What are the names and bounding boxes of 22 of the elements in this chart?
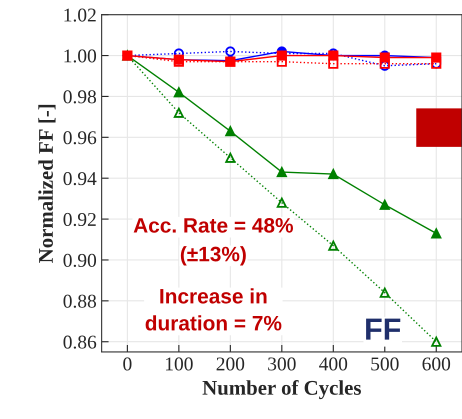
- x-tick-label: 300: [268, 357, 296, 371]
- y-tick-label: 0.90: [63, 254, 96, 267]
- annotation: FF: [366, 318, 400, 340]
- x-tick-label: 200: [216, 357, 244, 371]
- y-tick-label: 0.92: [63, 212, 96, 226]
- y-tick-label: 0.98: [63, 90, 96, 104]
- x-tick-label: 600: [422, 357, 450, 371]
- y-axis-title: Normalized FF [-]: [38, 104, 56, 263]
- x-tick-label: 400: [319, 357, 348, 371]
- annotation: Acc. Rate = 48%: [134, 218, 293, 233]
- y-tick-label: 0.94: [63, 172, 96, 186]
- annotation: (±13%): [180, 246, 246, 266]
- x-axis-title: Number of Cycles: [202, 380, 361, 400]
- annotation: Increase in duration = 7%: [146, 288, 282, 331]
- y-tick-label: 0.88: [63, 294, 96, 308]
- x-tick-label: 500: [371, 357, 399, 371]
- y-tick-label: 0.96: [63, 131, 96, 144]
- y-tick-label: 0.86: [63, 336, 96, 349]
- y-tick-label: 1.02: [64, 8, 96, 22]
- x-tick-label: 100: [166, 357, 193, 371]
- y-tick-label: 1.00: [64, 49, 96, 63]
- x-tick-label: 0: [123, 357, 132, 371]
